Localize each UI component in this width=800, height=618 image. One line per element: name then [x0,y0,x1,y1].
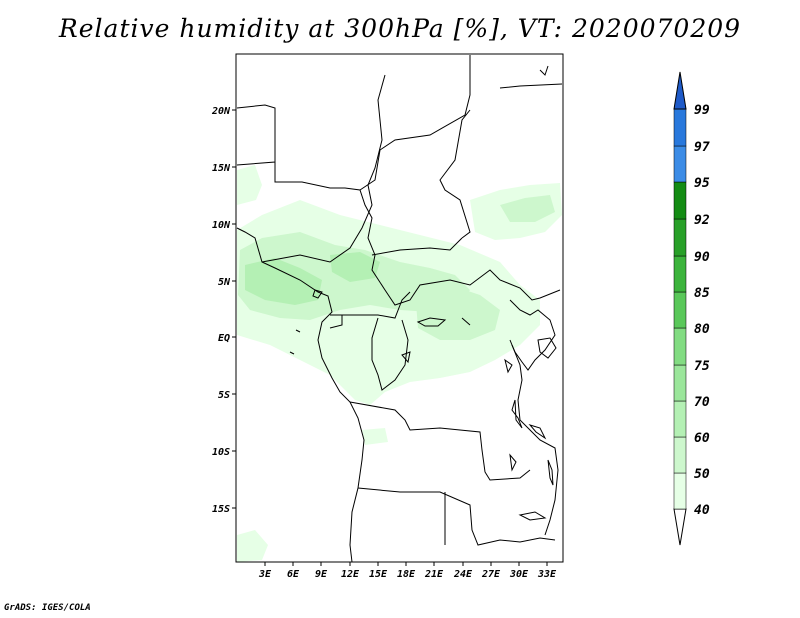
lon-tick-label: 24E [453,569,473,580]
map-title: Relative humidity at 300hPa [%], VT: 202… [58,14,742,43]
lon-tick-label: 6E [287,569,300,580]
lon-tick-label: 21E [424,569,444,580]
lat-ticks [232,109,236,509]
colorbar-label: 80 [694,322,710,337]
colorbar-segment [673,71,687,110]
lon-tick-label: 33E [537,569,557,580]
colorbar-segment [673,291,687,329]
humidity-region [330,252,380,282]
lat-tick-label: 10N [212,220,231,231]
lon-tick-label: 12E [341,569,360,580]
lon-tick-label: 18E [397,569,416,580]
humidity-region [237,165,262,205]
colorbar-label: 99 [694,103,710,118]
colorbar-segment [673,108,687,147]
colorbar-segment [673,472,687,510]
colorbar-label: 75 [694,359,710,374]
lon-ticks [264,562,548,566]
humidity-region [362,428,388,445]
lon-tick-label: 30E [509,569,529,580]
colorbar-segment [673,508,687,546]
humidity-region [500,195,555,222]
lat-tick-label: 15S [212,504,230,515]
lon-tick-label: 27E [481,569,501,580]
lon-tick-label: 9E [315,569,328,580]
colorbar-segment [673,364,687,402]
colorbar-segment [673,181,687,220]
colorbar-label: 60 [694,431,710,446]
colorbar-segment [673,327,687,366]
colorbar-label: 70 [694,395,710,410]
colorbar-label: 95 [694,176,710,191]
colorbar-label: 92 [694,213,710,228]
colorbar-segment [673,218,687,257]
humidity-region [245,258,322,305]
colorbar-segment [673,255,687,293]
country-boundaries [236,55,563,563]
footer-credit: GrADS: IGES/COLA [4,603,91,613]
colorbar-segment [673,436,687,474]
lon-tick-labels: 3E 6E 9E 12E 15E 18E 21E 24E 27E 30E 33E [258,569,557,580]
colorbar-label: 85 [694,286,710,301]
humidity-shading [237,165,562,562]
map-frame [235,53,564,563]
lat-tick-label: 20N [211,106,231,117]
colorbar-segment [673,145,687,183]
lat-tick-label: EQ [218,333,230,344]
colorbar: 40 50 60 70 75 80 85 90 92 95 97 99 [673,71,710,546]
colorbar-segment [673,400,687,438]
colorbar-label: 50 [694,467,710,482]
lat-tick-labels: 20N 15N 10N 5N EQ 5S 10S 15S [211,106,231,515]
colorbar-label: 90 [694,250,710,265]
lat-tick-label: 5S [218,390,230,401]
lat-tick-label: 15N [212,163,231,174]
lon-tick-label: 15E [369,569,388,580]
humidity-region [237,530,268,562]
colorbar-label: 40 [694,503,710,518]
lat-tick-label: 5N [218,277,231,288]
lat-tick-label: 10S [212,447,230,458]
colorbar-label: 97 [694,140,710,155]
lon-tick-label: 3E [258,569,272,580]
